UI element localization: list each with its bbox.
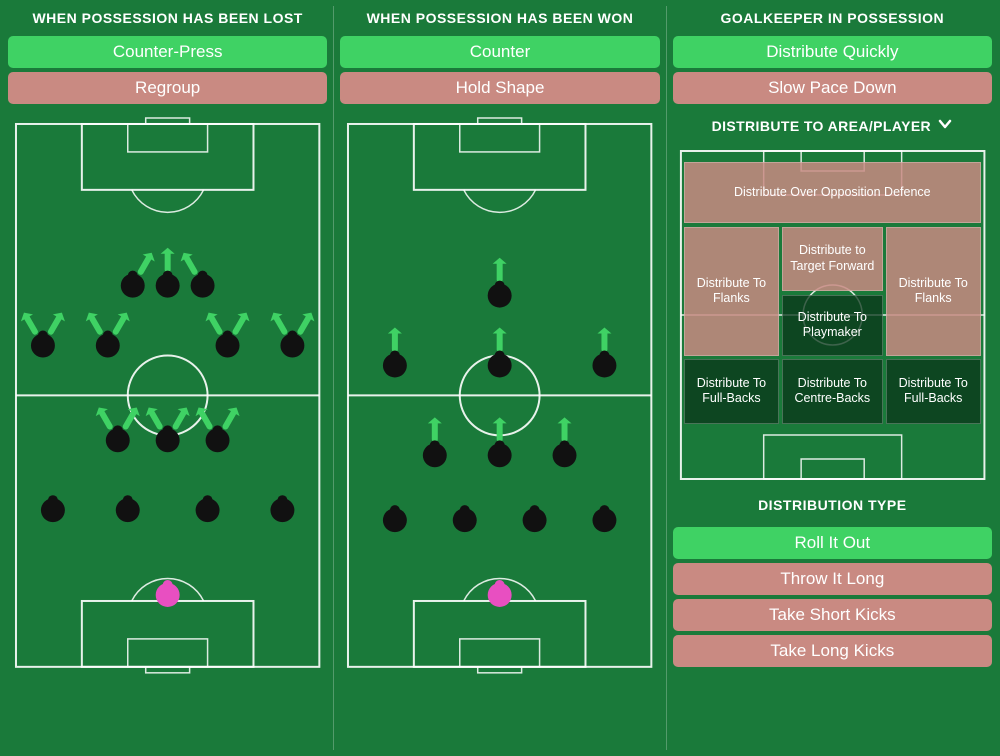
distribute-area-label: DISTRIBUTE TO AREA/PLAYER xyxy=(712,118,932,134)
distribution-zone[interactable]: Distribute to Target Forward xyxy=(782,227,883,292)
distribution-zone[interactable]: Distribute To Flanks xyxy=(684,227,779,356)
column-possession-lost: WHEN POSSESSION HAS BEEN LOST Counter-Pr… xyxy=(8,6,327,750)
column-possession-won: WHEN POSSESSION HAS BEEN WON Counter Hol… xyxy=(333,6,659,750)
dist-type-roll-it-out[interactable]: Roll It Out xyxy=(673,527,992,559)
section-title-won: WHEN POSSESSION HAS BEEN WON xyxy=(340,6,659,32)
distribution-zone[interactable]: Distribute To Full-Backs xyxy=(886,359,981,424)
distribution-pitch: Distribute Over Opposition DefenceDistri… xyxy=(675,145,990,485)
chevron-down-icon xyxy=(937,116,953,135)
pitch-won xyxy=(340,116,659,750)
distribution-zone[interactable]: Distribute To Flanks xyxy=(886,227,981,356)
option-counter-press[interactable]: Counter-Press xyxy=(8,36,327,68)
option-regroup[interactable]: Regroup xyxy=(8,72,327,104)
distribution-type-title: DISTRIBUTION TYPE xyxy=(673,493,992,519)
option-hold-shape[interactable]: Hold Shape xyxy=(340,72,659,104)
section-title-lost: WHEN POSSESSION HAS BEEN LOST xyxy=(8,6,327,32)
distribution-zone[interactable]: Distribute To Playmaker xyxy=(782,295,883,356)
distribution-zone[interactable]: Distribute To Centre-Backs xyxy=(782,359,883,424)
distribution-zone[interactable]: Distribute Over Opposition Defence xyxy=(684,162,980,223)
option-counter[interactable]: Counter xyxy=(340,36,659,68)
section-title-gk: GOALKEEPER IN POSSESSION xyxy=(673,6,992,32)
dist-type-long-kicks[interactable]: Take Long Kicks xyxy=(673,635,992,667)
dist-type-short-kicks[interactable]: Take Short Kicks xyxy=(673,599,992,631)
distribution-zone[interactable]: Distribute To Full-Backs xyxy=(684,359,779,424)
column-goalkeeper: GOALKEEPER IN POSSESSION Distribute Quic… xyxy=(666,6,992,750)
pitch-lost xyxy=(8,116,327,750)
option-slow-pace-down[interactable]: Slow Pace Down xyxy=(673,72,992,104)
distribution-type-list: Roll It Out Throw It Long Take Short Kic… xyxy=(673,527,992,667)
distribute-area-header[interactable]: DISTRIBUTE TO AREA/PLAYER xyxy=(673,108,992,139)
option-distribute-quickly[interactable]: Distribute Quickly xyxy=(673,36,992,68)
dist-type-throw-it-long[interactable]: Throw It Long xyxy=(673,563,992,595)
